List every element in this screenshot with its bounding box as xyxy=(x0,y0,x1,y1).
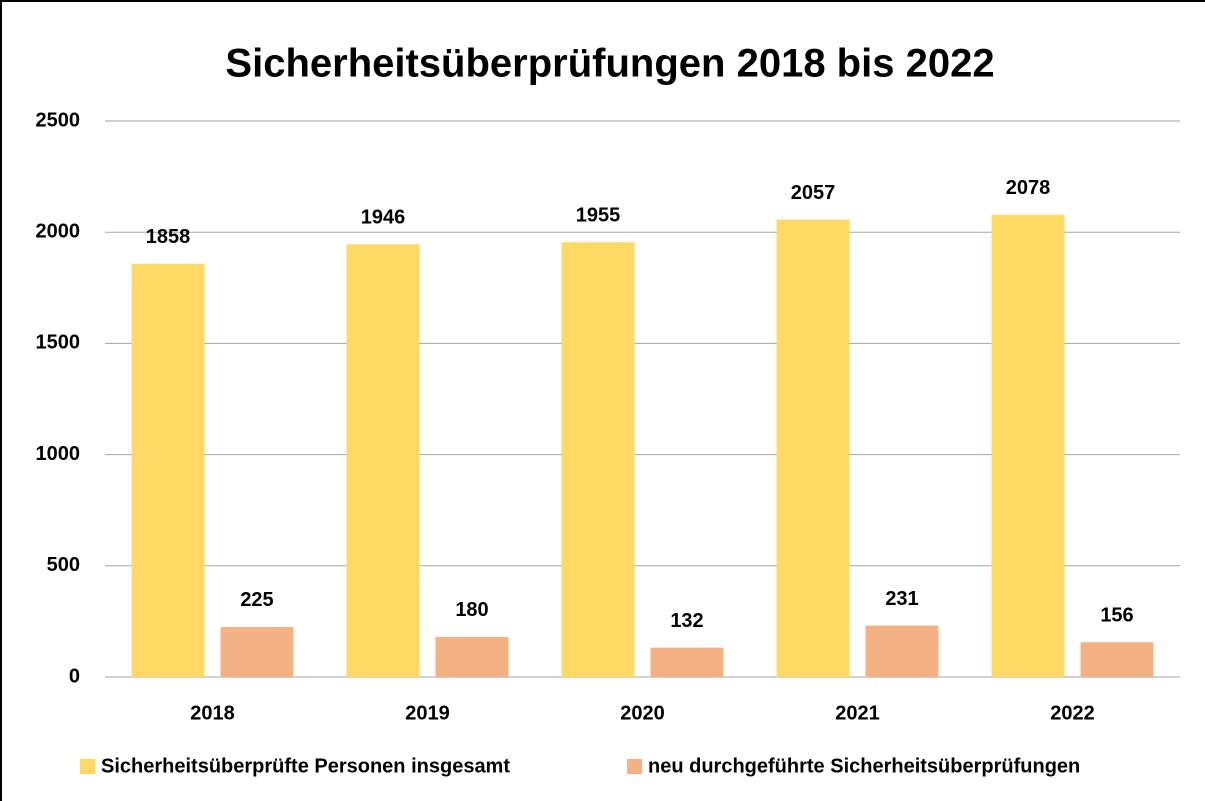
bar xyxy=(865,625,939,677)
y-tick-label: 1000 xyxy=(36,443,81,465)
y-tick-label: 0 xyxy=(69,665,80,687)
value-label: 132 xyxy=(670,610,703,632)
value-label: 231 xyxy=(885,588,918,610)
x-tick-label: 2018 xyxy=(190,702,235,724)
value-label: 2078 xyxy=(1006,177,1051,199)
bar xyxy=(346,244,420,677)
bar xyxy=(220,626,294,677)
value-label: 1946 xyxy=(361,206,406,228)
value-label: 225 xyxy=(240,589,273,611)
bar xyxy=(991,214,1065,678)
y-tick-label: 500 xyxy=(47,554,80,576)
bar xyxy=(435,636,509,677)
x-tick-label: 2022 xyxy=(1050,702,1095,724)
y-tick-label: 2000 xyxy=(36,220,81,242)
bar xyxy=(1080,642,1154,677)
y-tick-label: 2500 xyxy=(36,109,81,131)
y-tick-label: 1500 xyxy=(36,332,81,354)
value-label: 1858 xyxy=(146,226,191,248)
value-label: 180 xyxy=(455,599,488,621)
legend-swatch xyxy=(80,759,95,774)
chart-title: Sicherheitsüberprüfungen 2018 bis 2022 xyxy=(225,42,994,86)
x-tick-label: 2020 xyxy=(620,702,665,724)
bar xyxy=(131,263,205,677)
bar xyxy=(776,219,850,677)
value-label: 1955 xyxy=(576,204,621,226)
legend-label: neu durchgeführte Sicherheitsüberprüfung… xyxy=(648,755,1080,777)
bar xyxy=(561,242,635,677)
bar xyxy=(650,647,724,677)
value-label: 156 xyxy=(1100,605,1133,627)
x-tick-label: 2021 xyxy=(835,702,880,724)
legend-label: Sicherheitsüberprüfte Personen insgesamt xyxy=(101,755,510,777)
x-tick-label: 2019 xyxy=(405,702,450,724)
legend-swatch xyxy=(627,759,642,774)
value-label: 2057 xyxy=(791,182,836,204)
